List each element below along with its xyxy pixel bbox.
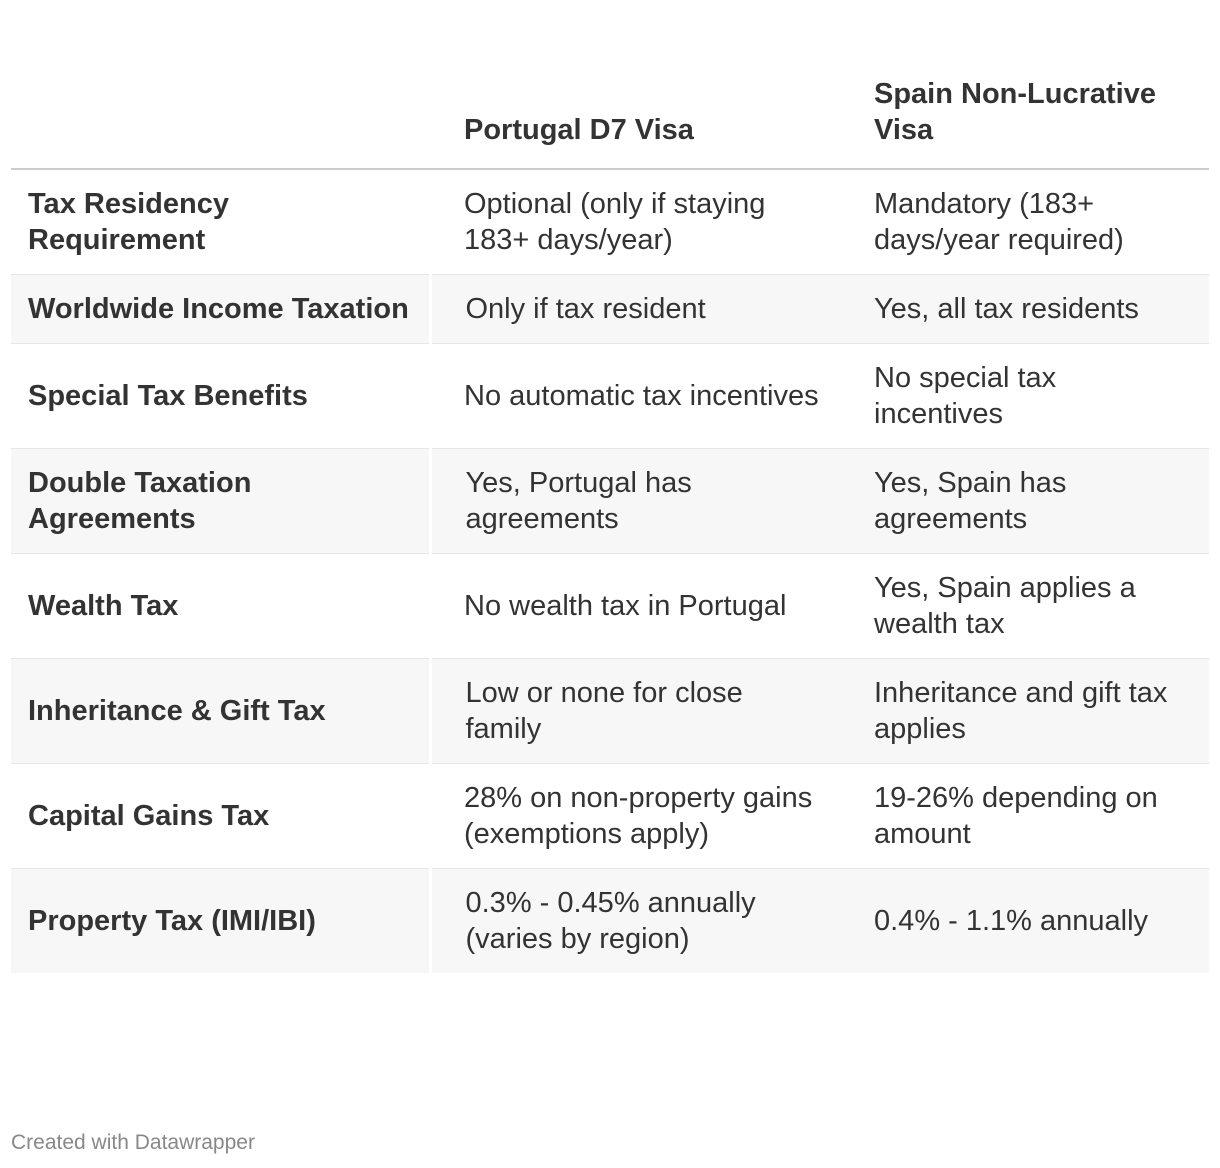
- table-row: Inheritance & Gift Tax Low or none for c…: [11, 658, 1209, 764]
- table-body: Tax Residency Requirement Optional (only…: [11, 169, 1209, 973]
- cell-portugal: 0.3% - 0.45% annually (varies by region): [430, 868, 840, 973]
- cell-spain: Inheritance and gift tax applies: [840, 658, 1209, 764]
- row-label: Capital Gains Tax: [28, 800, 270, 832]
- cell-spain: Yes, Spain applies a wealth tax: [874, 572, 1136, 640]
- table-row: Tax Residency Requirement Optional (only…: [11, 169, 1209, 275]
- comparison-table: Portugal D7 Visa Spain Non-Lucrative Vis…: [11, 62, 1209, 973]
- cell-portugal: No wealth tax in Portugal: [464, 590, 787, 622]
- table-row: Capital Gains Tax 28% on non-property ga…: [11, 764, 1209, 869]
- table-row: Double Taxation Agreements Yes, Portugal…: [11, 448, 1209, 554]
- row-label: Wealth Tax: [28, 590, 179, 622]
- table-row: Worldwide Income Taxation Only if tax re…: [11, 274, 1209, 344]
- row-label: Property Tax (IMI/IBI): [11, 868, 432, 973]
- cell-spain: 19-26% depending on amount: [874, 782, 1158, 850]
- row-label: Tax Residency Requirement: [28, 188, 229, 256]
- col-header-label: [11, 62, 430, 170]
- cell-portugal: Yes, Portugal has agreements: [430, 448, 840, 554]
- table-header: Portugal D7 Visa Spain Non-Lucrative Vis…: [11, 62, 1209, 170]
- table-row: Property Tax (IMI/IBI) 0.3% - 0.45% annu…: [11, 868, 1209, 973]
- cell-spain: Mandatory (183+ days/year required): [874, 188, 1124, 256]
- cell-spain: No special tax incentives: [874, 362, 1057, 430]
- datawrapper-credit[interactable]: Created with Datawrapper: [11, 1131, 255, 1154]
- row-label: Inheritance & Gift Tax: [11, 658, 432, 764]
- cell-portugal: Optional (only if staying 183+ days/year…: [464, 188, 766, 256]
- cell-spain: Yes, Spain has agreements: [840, 448, 1209, 554]
- row-label: Double Taxation Agreements: [11, 448, 432, 554]
- header-row: Portugal D7 Visa Spain Non-Lucrative Vis…: [11, 62, 1209, 170]
- row-label: Special Tax Benefits: [28, 380, 308, 412]
- cell-portugal: Only if tax resident: [430, 274, 840, 344]
- cell-portugal: 28% on non-property gains (exemptions ap…: [464, 782, 813, 850]
- col-header-spain: Spain Non-Lucrative Visa: [840, 62, 1209, 170]
- row-label: Worldwide Income Taxation: [11, 274, 432, 344]
- table-row: Special Tax Benefits No automatic tax in…: [11, 344, 1209, 449]
- comparison-table-container: Portugal D7 Visa Spain Non-Lucrative Vis…: [11, 62, 1209, 973]
- cell-spain: Yes, all tax residents: [840, 274, 1209, 344]
- cell-spain: 0.4% - 1.1% annually: [840, 868, 1209, 973]
- col-header-portugal: Portugal D7 Visa: [430, 62, 840, 170]
- cell-portugal: Low or none for close family: [430, 658, 840, 764]
- cell-portugal: No automatic tax incentives: [464, 380, 819, 412]
- table-row: Wealth Tax No wealth tax in Portugal Yes…: [11, 554, 1209, 659]
